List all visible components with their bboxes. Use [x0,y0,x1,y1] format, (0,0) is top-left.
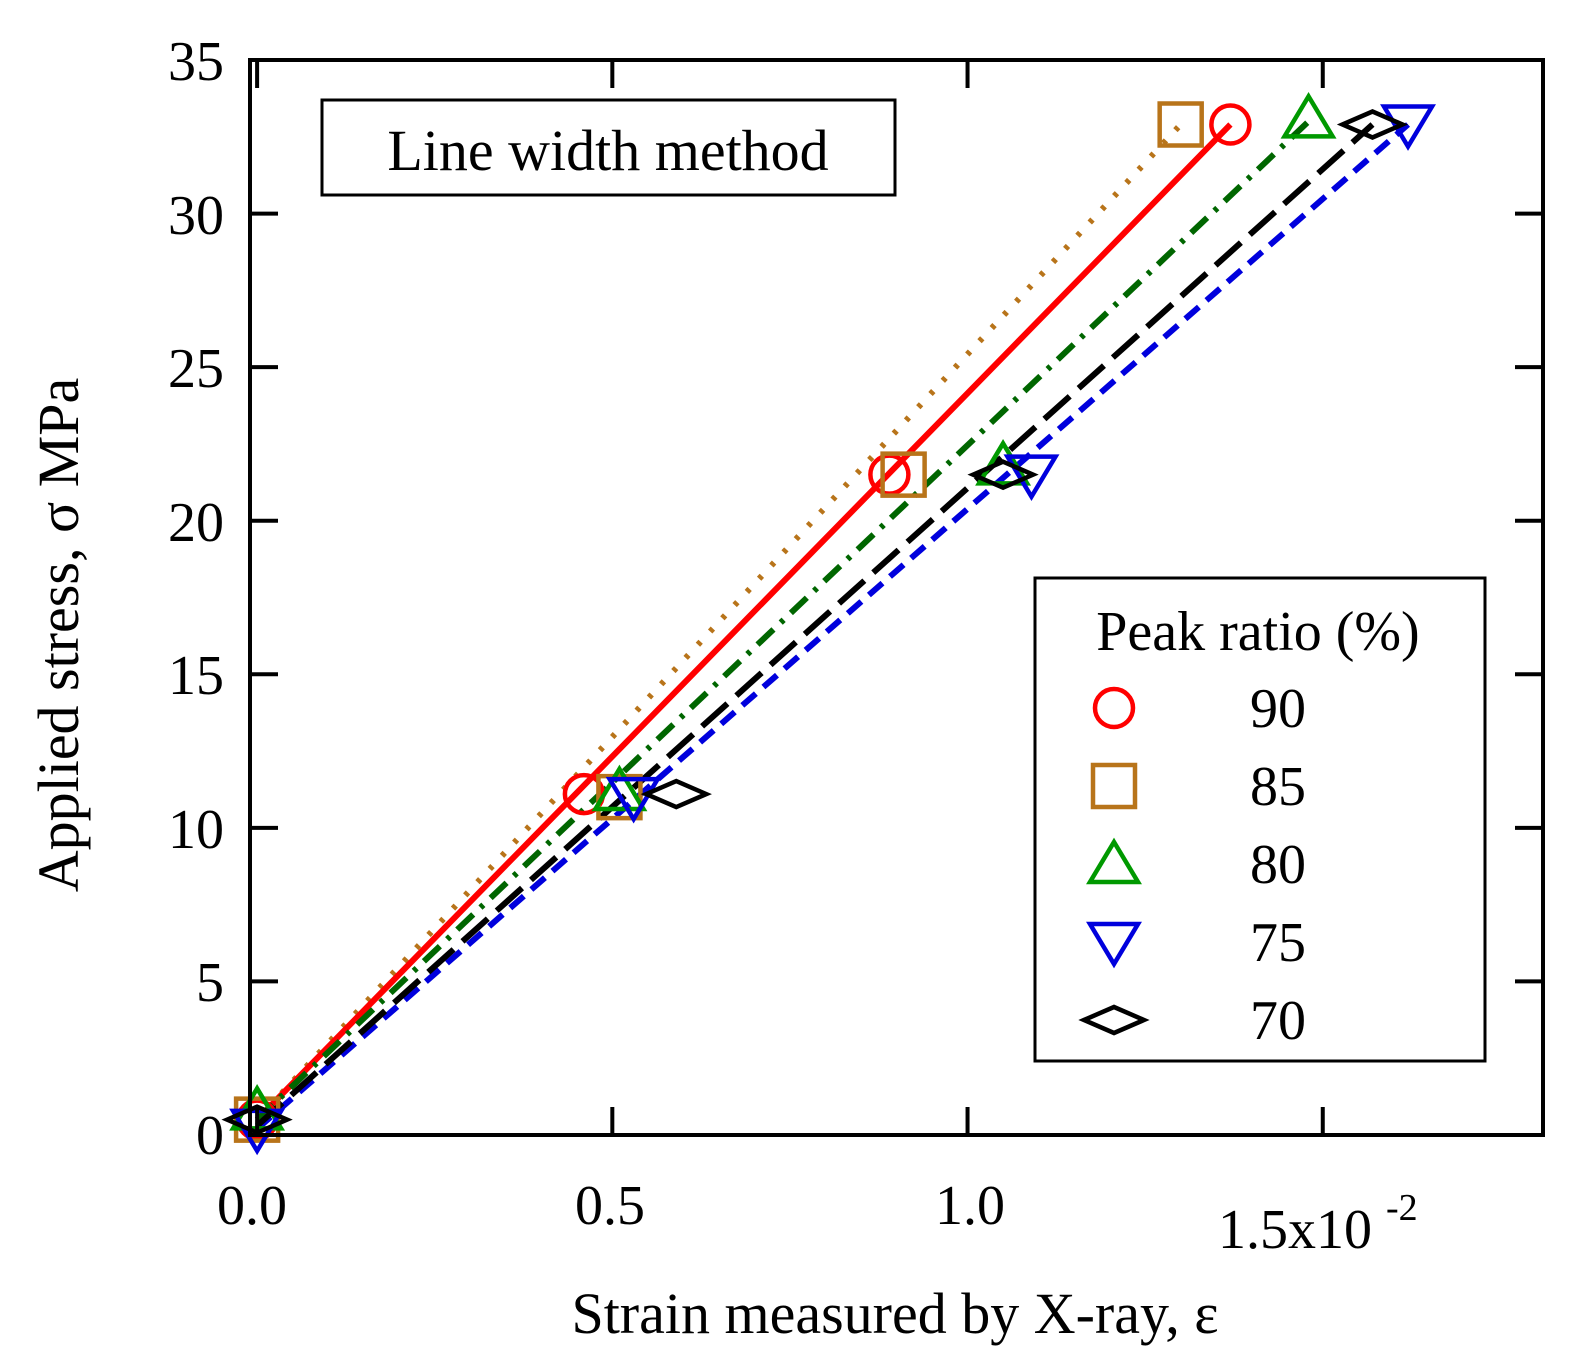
point-70-1 [640,778,712,810]
legend-marker-90 [1092,686,1136,730]
x-tick-labels: 0.0 0.5 1.0 1.5x10 -2 [217,1175,1418,1261]
annotation-text: Line width method [387,118,828,183]
legend-marker-85 [1090,762,1138,810]
plot-frame [248,58,1545,1137]
y-tick-label-15: 15 [168,645,224,707]
x-tick-label-3-exponent: -2 [1386,1187,1418,1229]
point-70-2 [967,459,1039,491]
y-tick-label-0: 0 [196,1105,224,1167]
point-75-1 [605,776,662,824]
legend-frame [1033,576,1487,1063]
legend-marker-80 [1086,837,1142,885]
ticks-group [250,58,1543,1137]
point-85-3 [1157,101,1204,148]
legend-label-90: 90 [1250,678,1306,740]
point-80-3 [1280,91,1337,139]
legend-markers [1078,686,1150,1036]
x-tick-label-1: 0.5 [575,1175,645,1237]
x-tick-label-2: 1.0 [935,1175,1005,1237]
point-75-2 [1003,454,1060,502]
point-70-0 [221,1104,293,1136]
x-tick-label-3: 1.5x10 -2 [1218,1187,1418,1261]
point-85-2 [880,451,927,498]
fit-line-90 [254,122,1233,1122]
x-axis-title: Strain measured by X-ray, ε [571,1281,1218,1346]
fit-line-80 [255,119,1311,1122]
point-85-1 [596,773,643,821]
legend: Peak ratio (%) 90 85 80 75 70 [1033,576,1487,1063]
y-tick-label-5: 5 [196,952,224,1014]
point-90-3 [1209,103,1252,146]
legend-label-85: 85 [1250,756,1306,818]
y-axis-title: Applied stress, σ MPa [26,378,91,893]
legend-label-80: 80 [1250,834,1306,896]
y-tick-label-10: 10 [168,799,224,861]
x-tick-label-3-mantissa: 1.5x10 [1218,1199,1372,1261]
annotation-box: Line width method [320,98,897,197]
legend-marker-75 [1086,921,1142,969]
point-80-2 [975,439,1032,486]
y-tick-label-20: 20 [168,492,224,554]
fit-lines-group [254,119,1410,1132]
annotation-frame [320,98,897,197]
legend-label-70: 70 [1250,990,1306,1052]
y-tick-label-25: 25 [168,338,224,400]
legend-marker-70 [1078,1004,1150,1036]
fit-line-75 [255,122,1410,1132]
legend-label-75: 75 [1250,912,1306,974]
y-tick-label-35: 35 [168,31,224,93]
x-tick-label-0: 0.0 [217,1175,287,1237]
legend-title: Peak ratio (%) [1096,601,1419,663]
point-70-3 [1336,109,1409,140]
y-tick-labels: 0 5 10 15 20 25 30 35 [168,31,224,1167]
fit-line-70 [255,122,1375,1129]
y-tick-label-30: 30 [168,185,224,247]
point-80-1 [591,764,648,812]
